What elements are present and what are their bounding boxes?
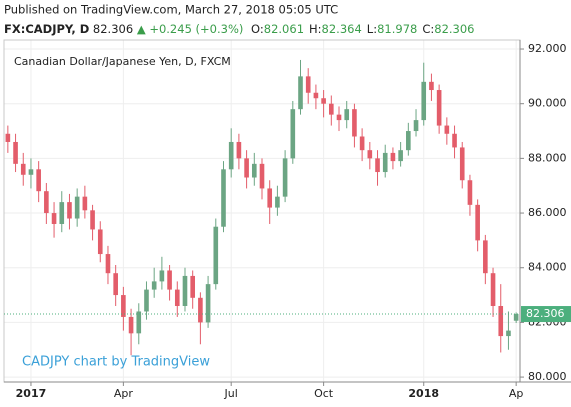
header: Published on TradingView.com, March 27, …: [4, 3, 475, 36]
candle-body: [329, 103, 334, 115]
price: 82.306: [93, 22, 133, 36]
symbol: FX:CADJPY, D: [4, 22, 89, 36]
candle-body: [74, 196, 80, 219]
candle-body: [251, 163, 257, 178]
candle-body: [305, 76, 311, 93]
candle-body: [5, 133, 11, 142]
symbol-title: Canadian Dollar/Japanese Yen, D, FXCM: [14, 55, 231, 68]
x-tick-label: 2018: [408, 387, 439, 400]
candle-body: [398, 150, 403, 162]
ohlc-key: C:: [422, 22, 434, 36]
candle-body: [198, 297, 203, 323]
ohlc-value: 81.978: [377, 22, 417, 36]
candle-body: [221, 169, 226, 227]
ohlc-key: O:: [251, 22, 264, 36]
candle-body: [205, 284, 211, 323]
candle-body: [298, 76, 303, 110]
ohlc-value: 82.061: [264, 22, 304, 36]
candle-body: [382, 152, 388, 173]
y-tick-label: 84.000: [528, 261, 567, 274]
candle-body: [406, 131, 411, 151]
candle-body: [82, 196, 88, 211]
candle-body: [121, 295, 126, 317]
last-price-label: 82.306: [526, 307, 565, 320]
watermark: CADJPY chart by TradingView: [22, 355, 210, 370]
candle-body: [313, 92, 319, 99]
candle-body: [436, 90, 442, 126]
candle-body: [59, 202, 65, 224]
y-tick-label: 90.000: [528, 97, 567, 110]
x-tick-label: Oct: [314, 387, 334, 400]
candle-body: [259, 163, 265, 189]
candle-body: [513, 314, 519, 321]
candle-body: [244, 158, 249, 178]
y-tick-label: 88.000: [528, 151, 567, 164]
candle-body: [51, 213, 57, 224]
last-price-box: [521, 306, 571, 323]
ohlc-key: L:: [367, 22, 377, 36]
x-tick-label: Ap: [509, 387, 524, 400]
candle-body: [97, 229, 103, 255]
candle-body: [44, 191, 49, 214]
candle-body: [13, 141, 18, 164]
candle-body: [459, 147, 465, 181]
candle-body: [290, 109, 296, 159]
y-tick-label: 92.000: [528, 42, 567, 55]
y-tick-label: 86.000: [528, 206, 567, 219]
candle-body: [321, 98, 326, 104]
candle-body: [128, 316, 134, 334]
candle-body: [36, 169, 41, 192]
x-tick-label: Jul: [224, 387, 238, 400]
candle-body: [136, 311, 142, 334]
candle-body: [490, 273, 496, 306]
candle-body: [174, 289, 180, 306]
candle-body: [344, 109, 350, 121]
change: ▲ +0.245 (+0.3%): [137, 22, 244, 36]
candle-body: [506, 330, 511, 337]
candle-body: [452, 133, 457, 148]
candle-body: [413, 120, 419, 132]
candle-body: [267, 188, 273, 208]
candle-body: [467, 180, 473, 205]
candle-body: [67, 202, 72, 219]
candle-body: [498, 306, 504, 337]
candle-body: [275, 196, 280, 208]
candle-body: [182, 275, 188, 306]
y-tick-label: 80.000: [528, 370, 567, 383]
candle-body: [190, 275, 195, 298]
candle-body: [367, 150, 373, 159]
candle-body: [336, 114, 342, 121]
candle-body: [159, 270, 165, 282]
published-line: Published on TradingView.com, March 27, …: [4, 3, 338, 17]
candle-body: [236, 141, 242, 159]
candle-body: [20, 163, 26, 175]
candle-body: [113, 273, 118, 296]
candle-body: [475, 204, 480, 241]
candle-body: [352, 109, 357, 137]
candle-body: [429, 81, 434, 91]
candle-body: [144, 289, 149, 312]
x-tick-label: 2017: [16, 387, 47, 400]
candle-body: [375, 158, 380, 173]
ohlc-value: 82.364: [322, 22, 362, 36]
ohlc-value: 82.306: [434, 22, 474, 36]
candle-body: [151, 281, 157, 290]
candle-body: [421, 81, 427, 121]
candle-body: [90, 210, 95, 230]
candle-body: [390, 152, 396, 162]
candle-body: [167, 270, 172, 290]
candle-body: [282, 158, 288, 197]
ohlc-key: H:: [309, 22, 322, 36]
candle-body: [228, 141, 234, 170]
candle-body: [28, 169, 34, 175]
candle-body: [105, 254, 111, 274]
x-tick-label: Apr: [114, 387, 134, 400]
candle-body: [359, 136, 365, 151]
candle-body: [483, 240, 488, 274]
candle-body: [444, 125, 450, 134]
candle-body: [213, 226, 219, 285]
quote-line: FX:CADJPY, D 82.306 ▲ +0.245 (+0.3%) O:8…: [4, 22, 475, 36]
